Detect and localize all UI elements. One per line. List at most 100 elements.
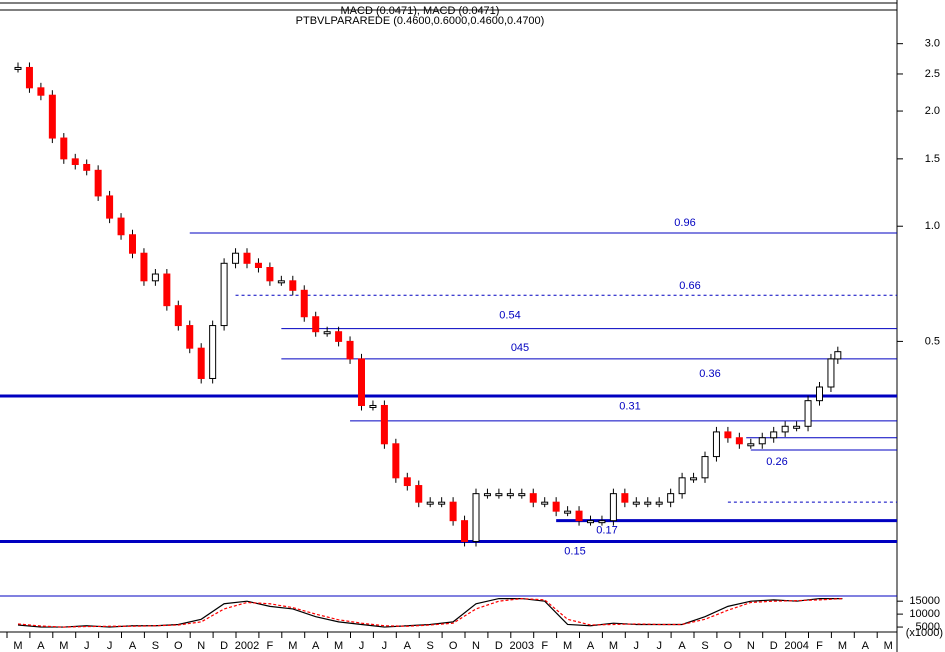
x-tick-label: J [382,640,388,652]
y-unit: (x1000) [906,627,943,639]
candle [644,501,652,505]
candle [804,400,812,427]
candle [495,493,503,497]
candle [106,195,114,219]
x-tick-label: D [220,640,228,652]
x-tick-label: A [587,640,595,652]
level-label: 0.54 [499,310,520,322]
candle [129,234,136,254]
candle [461,520,469,542]
x-tick-label: O [174,640,183,652]
candle [793,425,801,429]
x-tick-label: J [656,640,662,652]
x-tick-label: N [747,640,755,652]
candle [483,493,491,497]
candle [449,501,457,522]
x-tick-label: M [563,640,572,652]
level-label: 0.66 [679,280,700,292]
candle [71,158,79,165]
x-tick-label: M [13,640,22,652]
x-tick-label: F [816,640,823,652]
candle [289,280,297,291]
level-label: 0.26 [766,456,787,468]
x-tick-label: 2004 [784,640,808,652]
x-tick-label: 2002 [235,640,259,652]
candle [37,87,45,96]
header-text: MACD (0.0471), MACD (0.0471) [341,5,500,17]
candle [655,501,663,505]
candle [232,252,240,264]
candle [518,493,526,497]
candle [392,443,400,479]
candle [621,493,629,503]
x-tick-label: M [59,640,68,652]
y-tick-label: 1.0 [925,220,940,232]
candle [747,443,755,447]
candle [587,520,594,524]
candle [472,493,480,542]
level-label: 0.96 [674,217,695,229]
level-label: 0.17 [596,525,617,537]
candle [243,252,251,264]
candle [632,501,640,505]
x-tick-label: A [862,640,870,652]
candle [724,431,732,439]
candle [174,305,182,327]
candle [277,280,285,284]
x-tick-label: J [107,640,113,652]
candle [254,262,262,269]
candle [758,437,766,445]
candle [117,217,125,236]
candle [163,273,171,307]
candle [609,493,617,522]
candle [678,477,686,495]
candle [415,485,423,503]
x-tick-label: M [609,640,618,652]
level-label: 0.15 [564,545,585,557]
x-tick-label: O [449,640,458,652]
x-tick-label: A [678,640,686,652]
candle [781,425,789,433]
x-tick-label: N [472,640,480,652]
candle [209,325,217,379]
candle [358,358,365,406]
x-tick-label: N [197,640,205,652]
candle [60,137,68,160]
x-tick-label: A [312,640,320,652]
candle [564,510,572,514]
candle [94,169,102,197]
candle [552,501,560,512]
candle [220,262,228,327]
level-label: 045 [511,342,529,354]
candle [83,163,91,171]
indicator-line [17,597,843,628]
x-tick-label: D [495,640,503,652]
x-tick-label: J [84,640,90,652]
level-label: 0.36 [699,368,720,380]
candle [300,289,308,318]
x-tick-label: D [770,640,778,652]
candle [151,273,159,282]
y-tick-label: 0.5 [925,335,940,347]
y-tick-label: 3.0 [925,38,940,50]
x-tick-label: M [884,640,893,652]
candle [438,501,446,505]
candle [266,267,274,282]
candle [690,477,698,481]
x-tick-label: A [37,640,45,652]
x-tick-label: F [267,640,274,652]
candle [48,94,56,139]
candle [541,501,549,505]
candle [403,477,411,487]
x-tick-label: S [701,640,708,652]
x-tick-label: M [288,640,297,652]
indicator-panel [17,597,843,628]
x-tick-label: F [541,640,548,652]
header-text: PTBVLPARAREDE (0.4600,0.6000,0.4600,0.47… [296,15,545,27]
candle [529,493,537,503]
x-tick-label: A [129,640,137,652]
candle [712,431,720,458]
candle [426,501,434,505]
